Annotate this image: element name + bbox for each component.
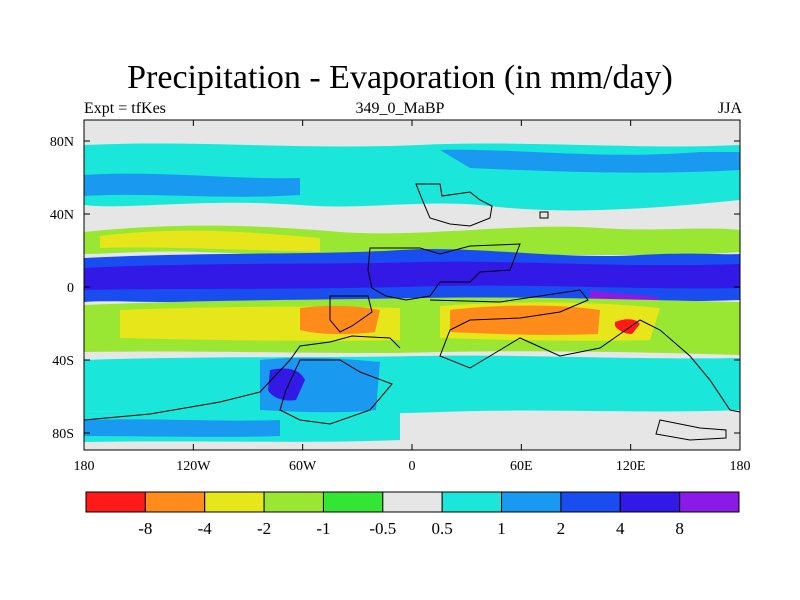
colorbar-label: -0.5 bbox=[369, 519, 396, 538]
y-tick-label: 40S bbox=[52, 354, 74, 369]
antarctic-inner bbox=[84, 419, 280, 437]
north-band-east bbox=[440, 149, 740, 173]
colorbar-label: 8 bbox=[675, 519, 684, 538]
colorbar bbox=[85, 491, 740, 513]
colorbar-swatch bbox=[263, 491, 324, 513]
equatorial-continent bbox=[367, 243, 521, 301]
y-tick-label: 80S bbox=[52, 427, 74, 442]
south-east-block bbox=[655, 419, 727, 441]
colorbar-labels: -8 -4 -2 -1 -0.5 0.5 1 2 4 8 bbox=[138, 519, 684, 538]
colorbar-swatch bbox=[560, 491, 621, 513]
x-tick-label: 60W bbox=[289, 459, 317, 474]
south-dry-peak-e bbox=[450, 305, 600, 335]
x-tick-label: 120E bbox=[616, 459, 646, 474]
y-tick-labels: 80N 40N 0 40S 80S bbox=[50, 135, 74, 442]
south-west-block bbox=[329, 295, 373, 333]
colorbar-label: 4 bbox=[616, 519, 625, 538]
x-tick-label: 180 bbox=[730, 459, 751, 474]
y-tick-marks bbox=[84, 140, 740, 434]
south-pole-continent bbox=[279, 359, 393, 425]
colorbar-swatch bbox=[441, 491, 503, 513]
colorbar-swatch bbox=[501, 491, 562, 513]
x-tick-label: 60E bbox=[510, 459, 533, 474]
colorbar-swatch bbox=[144, 491, 206, 513]
map-field bbox=[84, 120, 740, 450]
colorbar-swatch bbox=[204, 491, 265, 513]
gondwana-west bbox=[84, 335, 401, 421]
itcz-core bbox=[84, 261, 740, 290]
colorbar-label: -1 bbox=[316, 519, 330, 538]
colorbar-swatch bbox=[322, 491, 384, 513]
colorbar-label: -8 bbox=[138, 519, 152, 538]
colorbar-swatch bbox=[85, 491, 146, 513]
timeslice-label: 349_0_MaBP bbox=[355, 100, 445, 117]
colorbar-label: -4 bbox=[198, 519, 213, 538]
x-tick-labels: 180 120W 60W 0 60E 120E 180 bbox=[74, 459, 751, 474]
north-continent bbox=[415, 183, 493, 227]
y-tick-label: 80N bbox=[50, 135, 74, 150]
gondwana-east bbox=[429, 289, 740, 413]
north-band-inner bbox=[84, 173, 300, 197]
south-wet-band bbox=[84, 355, 740, 414]
south-dry-peak-w bbox=[300, 305, 380, 335]
colorbar-label: 2 bbox=[557, 519, 566, 538]
plot-title: Precipitation - Evaporation (in mm/day) bbox=[127, 59, 673, 96]
x-tick-label: 0 bbox=[409, 459, 416, 474]
x-tick-label: 180 bbox=[74, 459, 95, 474]
north-dry-core bbox=[100, 230, 320, 252]
experiment-label: Expt = tfKes bbox=[84, 100, 166, 117]
south-wet-core bbox=[268, 368, 305, 401]
land-outlines bbox=[84, 183, 740, 441]
small-island bbox=[539, 211, 549, 219]
x-tick-label: 120W bbox=[176, 459, 211, 474]
colorbar-label: 1 bbox=[497, 519, 506, 538]
colorbar-label: 0.5 bbox=[432, 519, 453, 538]
season-label: JJA bbox=[717, 100, 742, 117]
y-tick-label: 0 bbox=[67, 281, 74, 296]
colorbar-swatch bbox=[382, 491, 443, 513]
x-tick-marks bbox=[83, 120, 741, 450]
colorbar-swatch bbox=[679, 491, 740, 513]
y-tick-label: 40N bbox=[50, 208, 74, 223]
south-dry-max bbox=[615, 319, 640, 334]
colorbar-label: -2 bbox=[257, 519, 271, 538]
colorbar-swatch bbox=[619, 491, 681, 513]
